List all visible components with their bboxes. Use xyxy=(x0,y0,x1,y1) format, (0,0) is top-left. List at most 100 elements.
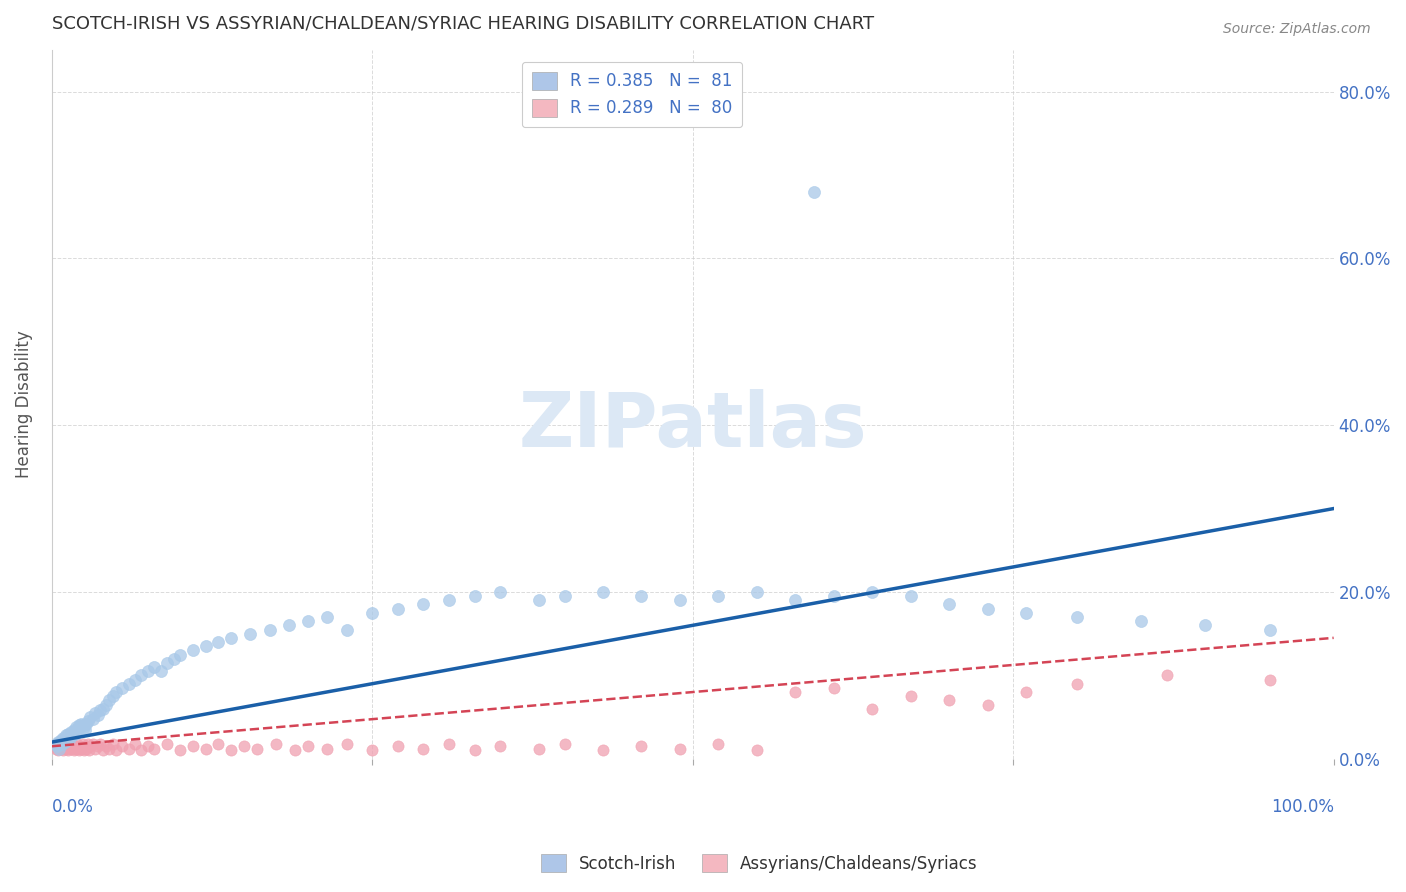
Point xyxy=(1258,673,1281,687)
Point xyxy=(55,741,77,756)
Point xyxy=(156,737,179,751)
Point xyxy=(207,635,229,649)
Point xyxy=(669,593,692,607)
Point xyxy=(464,589,486,603)
Point xyxy=(104,685,127,699)
Point xyxy=(1156,668,1178,682)
Point xyxy=(131,668,153,682)
Point xyxy=(56,737,79,751)
Point xyxy=(111,681,134,695)
Point xyxy=(60,728,83,742)
Point xyxy=(823,681,845,695)
Point xyxy=(84,741,107,756)
Point xyxy=(59,725,82,739)
Point xyxy=(51,737,73,751)
Point xyxy=(860,585,883,599)
Point xyxy=(136,739,159,754)
Point xyxy=(67,743,90,757)
Point xyxy=(803,185,825,199)
Point xyxy=(73,743,96,757)
Point xyxy=(59,739,82,754)
Point xyxy=(938,598,960,612)
Point xyxy=(72,737,94,751)
Point xyxy=(527,741,550,756)
Point xyxy=(194,639,217,653)
Point xyxy=(464,743,486,757)
Point xyxy=(143,741,166,756)
Legend: Scotch-Irish, Assyrians/Chaldeans/Syriacs: Scotch-Irish, Assyrians/Chaldeans/Syriac… xyxy=(534,847,984,880)
Point xyxy=(94,739,117,754)
Point xyxy=(46,735,69,749)
Point xyxy=(69,720,91,734)
Point xyxy=(55,728,77,742)
Point xyxy=(56,733,79,747)
Point xyxy=(59,741,82,756)
Point xyxy=(62,723,84,737)
Point xyxy=(58,743,80,757)
Point xyxy=(53,739,76,754)
Point xyxy=(239,626,262,640)
Point xyxy=(630,739,652,754)
Point xyxy=(66,723,89,737)
Point xyxy=(745,585,768,599)
Point xyxy=(387,601,409,615)
Point xyxy=(104,743,127,757)
Point xyxy=(162,651,184,665)
Point xyxy=(630,589,652,603)
Point xyxy=(82,737,104,751)
Point xyxy=(316,741,339,756)
Point xyxy=(181,739,204,754)
Point xyxy=(98,741,121,756)
Point xyxy=(58,727,80,741)
Point xyxy=(207,737,229,751)
Point xyxy=(938,693,960,707)
Point xyxy=(75,741,97,756)
Point xyxy=(297,614,319,628)
Point xyxy=(79,739,101,754)
Point xyxy=(75,739,97,754)
Point xyxy=(669,741,692,756)
Point xyxy=(45,737,67,751)
Point xyxy=(70,716,93,731)
Point xyxy=(592,743,614,757)
Point xyxy=(361,606,384,620)
Point xyxy=(156,656,179,670)
Point xyxy=(91,702,114,716)
Point xyxy=(246,741,269,756)
Point xyxy=(745,743,768,757)
Text: 100.0%: 100.0% xyxy=(1271,797,1334,816)
Point xyxy=(976,601,998,615)
Point xyxy=(264,737,287,751)
Point xyxy=(412,741,434,756)
Point xyxy=(143,660,166,674)
Point xyxy=(592,585,614,599)
Point xyxy=(91,743,114,757)
Point xyxy=(82,712,104,726)
Point xyxy=(63,727,86,741)
Point xyxy=(89,703,111,717)
Point xyxy=(437,737,460,751)
Point xyxy=(45,741,67,756)
Point xyxy=(131,743,153,757)
Point xyxy=(103,690,125,704)
Point xyxy=(259,623,281,637)
Point xyxy=(553,589,575,603)
Point xyxy=(66,737,89,751)
Point xyxy=(149,664,172,678)
Point xyxy=(489,585,512,599)
Point xyxy=(785,685,807,699)
Point xyxy=(118,741,141,756)
Point xyxy=(1194,618,1216,632)
Point xyxy=(60,737,83,751)
Point xyxy=(46,743,69,757)
Point xyxy=(169,648,191,662)
Text: SCOTCH-IRISH VS ASSYRIAN/CHALDEAN/SYRIAC HEARING DISABILITY CORRELATION CHART: SCOTCH-IRISH VS ASSYRIAN/CHALDEAN/SYRIAC… xyxy=(52,15,875,33)
Point xyxy=(707,737,730,751)
Text: 0.0%: 0.0% xyxy=(52,797,94,816)
Point xyxy=(387,739,409,754)
Point xyxy=(707,589,730,603)
Point xyxy=(87,739,110,754)
Text: ZIPatlas: ZIPatlas xyxy=(519,389,868,463)
Point xyxy=(65,741,87,756)
Point xyxy=(98,693,121,707)
